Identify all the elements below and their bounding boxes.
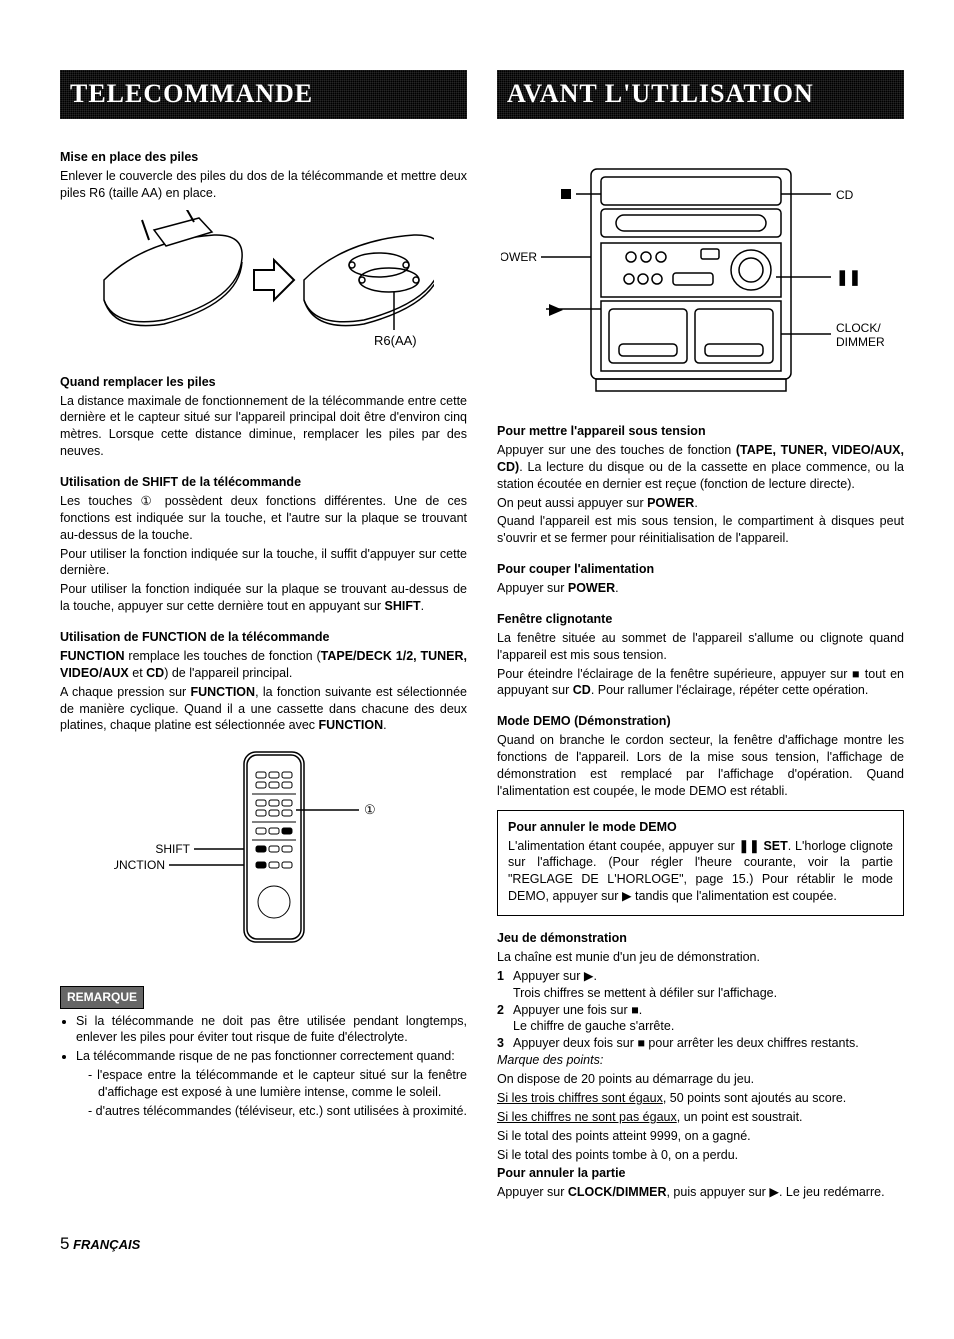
label-dimmer: DIMMER	[836, 335, 885, 349]
text-cancel-demo: L'alimentation étant coupée, appuyer sur…	[508, 838, 893, 906]
score-5: Si le total des points tombe à 0, on a p…	[497, 1147, 904, 1164]
text-power-on-3: Quand l'appareil est mis sous tension, l…	[497, 513, 904, 547]
remarque-bullet-1: Si la télécommande ne doit pas être util…	[76, 1013, 467, 1047]
svg-text:POWER: POWER	[501, 250, 537, 264]
text-shift-1: Les touches ① possèdent deux fonctions d…	[60, 493, 467, 544]
diagram-battery: R6(AA)	[60, 210, 467, 360]
page-footer: 5 FRANÇAIS	[60, 1233, 904, 1256]
heading-power-on: Pour mettre l'appareil sous tension	[497, 423, 904, 440]
text-power-off: Appuyer sur POWER.	[497, 580, 904, 597]
remarque-bullet-2: La télécommande risque de ne pas fonctio…	[76, 1048, 467, 1120]
label-shift: SHIFT	[155, 842, 190, 856]
heading-cancel-demo: Pour annuler le mode DEMO	[508, 819, 893, 836]
label-one: ①	[364, 802, 376, 817]
text-window-2: Pour éteindre l'éclairage de la fenêtre …	[497, 666, 904, 700]
text-window-1: La fenêtre située au sommet de l'apparei…	[497, 630, 904, 664]
text-battery: Enlever le couvercle des piles du dos de…	[60, 168, 467, 202]
label-pause: ❚❚	[836, 269, 861, 286]
diagram-remote: ① SHIFT FUNCTION	[60, 742, 467, 962]
cancel-game-heading: Pour annuler la partie	[497, 1165, 904, 1182]
banner-right: AVANT L'UTILISATION	[497, 70, 904, 119]
text-function-2: A chaque pression sur FUNCTION, la fonct…	[60, 684, 467, 735]
heading-shift: Utilisation de SHIFT de la télécommande	[60, 474, 467, 491]
label-r6aa: R6(AA)	[374, 333, 417, 348]
banner-left: TELECOMMANDE	[60, 70, 467, 119]
game-step-2-sub: Le chiffre de gauche s'arrête.	[497, 1018, 904, 1035]
remarque-label: REMARQUE	[60, 986, 144, 1008]
text-function-1: FUNCTION remplace les touches de fonctio…	[60, 648, 467, 682]
label-power: POWER	[501, 250, 537, 264]
heading-power-off: Pour couper l'alimentation	[497, 561, 904, 578]
score-2: Si les trois chiffres sont égaux, 50 poi…	[497, 1090, 904, 1107]
score-4: Si le total des points atteint 9999, on …	[497, 1128, 904, 1145]
heading-battery: Mise en place des piles	[60, 149, 467, 166]
game-step-2: 2Appuyer une fois sur ■.	[497, 1002, 904, 1019]
remarque-dash-1: l'espace entre la télécommande et le cap…	[88, 1067, 467, 1101]
text-demo: Quand on branche le cordon secteur, la f…	[497, 732, 904, 800]
label-function: FUNCTION	[114, 858, 165, 872]
text-power-on-1: Appuyer sur une des touches de fonction …	[497, 442, 904, 493]
cancel-game-text: Appuyer sur CLOCK/DIMMER, puis appuyer s…	[497, 1184, 904, 1201]
game-step-1-sub: Trois chiffres se mettent à défiler sur …	[497, 985, 904, 1002]
box-cancel-demo: Pour annuler le mode DEMO L'alimentation…	[497, 810, 904, 916]
text-shift-3: Pour utiliser la fonction indiquée sur l…	[60, 581, 467, 615]
label-cd: CD	[836, 188, 854, 202]
heading-game: Jeu de démonstration	[497, 930, 904, 947]
text-replace: La distance maximale de fonctionnement d…	[60, 393, 467, 461]
heading-demo: Mode DEMO (Démonstration)	[497, 713, 904, 730]
score-label: Marque des points:	[497, 1052, 904, 1069]
heading-window: Fenêtre clignotante	[497, 611, 904, 628]
remarque-dash-2: d'autres télécommandes (téléviseur, etc.…	[88, 1103, 467, 1120]
text-shift-2: Pour utiliser la fonction indiquée sur l…	[60, 546, 467, 580]
score-3: Si les chiffres ne sont pas égaux, un po…	[497, 1109, 904, 1126]
text-game-intro: La chaîne est munie d'un jeu de démonstr…	[497, 949, 904, 966]
text-power-on-2: On peut aussi appuyer sur POWER.	[497, 495, 904, 512]
score-1: On dispose de 20 points au démarrage du …	[497, 1071, 904, 1088]
game-step-3: 3Appuyer deux fois sur ■ pour arrêter le…	[497, 1035, 904, 1052]
heading-replace: Quand remplacer les piles	[60, 374, 467, 391]
game-step-1: 1Appuyer sur ▶.	[497, 968, 904, 985]
heading-function: Utilisation de FUNCTION de la télécomman…	[60, 629, 467, 646]
label-clock: CLOCK/	[836, 321, 881, 335]
diagram-stereo: CD POWER ❚❚ CLOCK/ DIMMER	[497, 149, 904, 409]
